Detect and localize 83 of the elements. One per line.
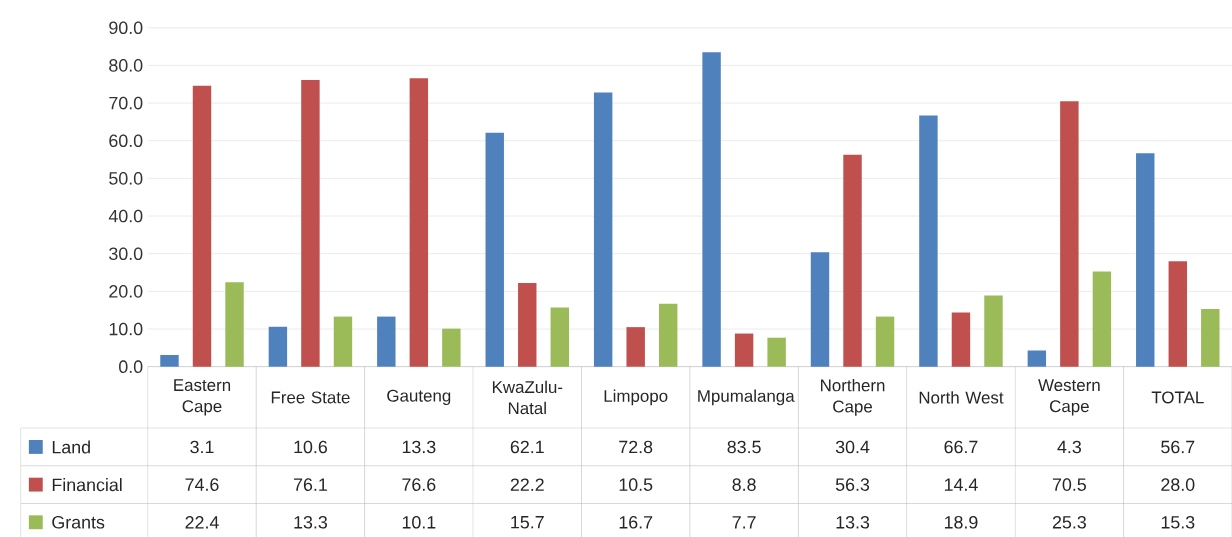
data-label: 72.8 — [619, 440, 653, 454]
legend-label: Financial — [52, 478, 122, 492]
y-tick-label: 20.0 — [109, 284, 143, 298]
x-tick-label: TOTAL — [1151, 391, 1204, 404]
bar — [702, 52, 721, 367]
bar — [225, 282, 244, 367]
data-label: 13.3 — [402, 440, 436, 454]
data-label: 10.1 — [402, 515, 436, 529]
bar — [442, 328, 461, 367]
data-label: 4.3 — [1057, 440, 1081, 454]
legend-label: Grants — [52, 515, 105, 529]
data-label: 22.4 — [185, 515, 219, 529]
data-label: 56.7 — [1161, 440, 1195, 454]
bar — [1201, 309, 1220, 367]
data-label: 28.0 — [1161, 478, 1195, 491]
bar — [518, 283, 537, 367]
x-tick-label: Free State — [271, 391, 350, 404]
data-label: 74.6 — [185, 478, 219, 491]
data-label: 30.4 — [835, 440, 870, 454]
data-label: 66.7 — [944, 440, 978, 454]
bar — [1027, 350, 1047, 367]
bar — [658, 303, 678, 367]
data-label: 13.3 — [294, 515, 328, 529]
bar — [919, 115, 938, 367]
y-tick-label: 30.0 — [109, 247, 143, 260]
bar — [984, 295, 1003, 367]
data-label: 15.3 — [1161, 515, 1195, 529]
data-label: 14.4 — [944, 478, 978, 491]
bar — [160, 354, 179, 367]
data-label: 56.3 — [835, 478, 870, 491]
bar — [333, 316, 353, 367]
data-label: 7.7 — [732, 516, 756, 529]
data-label: 3.1 — [190, 440, 214, 454]
y-tick-label: 40.0 — [108, 209, 143, 223]
data-label: 10.5 — [619, 478, 653, 491]
bar — [810, 252, 830, 367]
bar — [377, 316, 396, 367]
x-tick-label: Eastern Cape — [174, 379, 231, 416]
data-label: 76.6 — [402, 478, 436, 491]
data-label: 22.2 — [510, 478, 544, 491]
bar — [485, 132, 504, 367]
data-label: 83.5 — [727, 440, 761, 454]
bar — [550, 307, 569, 367]
data-label: 25.3 — [1052, 515, 1086, 529]
data-label: 76.1 — [293, 478, 327, 491]
y-tick-label: 10.0 — [109, 322, 143, 336]
bar — [192, 85, 212, 367]
bar — [1136, 153, 1155, 367]
y-tick-label: 80.0 — [109, 59, 143, 72]
bar — [409, 78, 429, 367]
x-tick-label: KwaZulu-Natal — [492, 380, 563, 415]
bar — [626, 327, 645, 367]
legend-label: Land — [52, 440, 90, 454]
data-label: 15.7 — [511, 515, 544, 529]
y-tick-label: 50.0 — [109, 172, 143, 185]
data-label: 16.7 — [619, 515, 653, 529]
x-tick-label: North West — [919, 391, 1004, 404]
x-tick-label: Limpopo — [604, 389, 668, 406]
data-label: 13.3 — [836, 515, 870, 529]
x-tick-label: Mpumalanga — [698, 389, 795, 406]
data-label: 62.1 — [510, 440, 544, 454]
x-tick-label: Northern Cape — [821, 378, 885, 416]
y-tick-label: 60.0 — [109, 134, 143, 147]
bar — [301, 80, 320, 367]
x-tick-label: Western Cape — [1038, 379, 1100, 416]
data-label: 70.5 — [1052, 478, 1086, 491]
bar — [268, 326, 288, 367]
y-tick-label: 0.0 — [119, 360, 143, 373]
bar — [843, 154, 862, 367]
bar — [951, 312, 971, 367]
bar — [734, 333, 754, 367]
bar — [1168, 261, 1187, 367]
bar — [593, 92, 613, 367]
y-tick-label: 90.0 — [109, 21, 143, 34]
bar — [1060, 101, 1079, 367]
bar — [1092, 271, 1112, 367]
x-tick-label: Gauteng — [387, 389, 451, 405]
bar — [875, 316, 895, 367]
y-tick-label: 70.0 — [109, 96, 143, 110]
data-label: 8.8 — [732, 478, 756, 491]
data-label: 18.9 — [944, 515, 978, 529]
data-label: 10.6 — [294, 440, 328, 454]
bar — [767, 337, 786, 367]
